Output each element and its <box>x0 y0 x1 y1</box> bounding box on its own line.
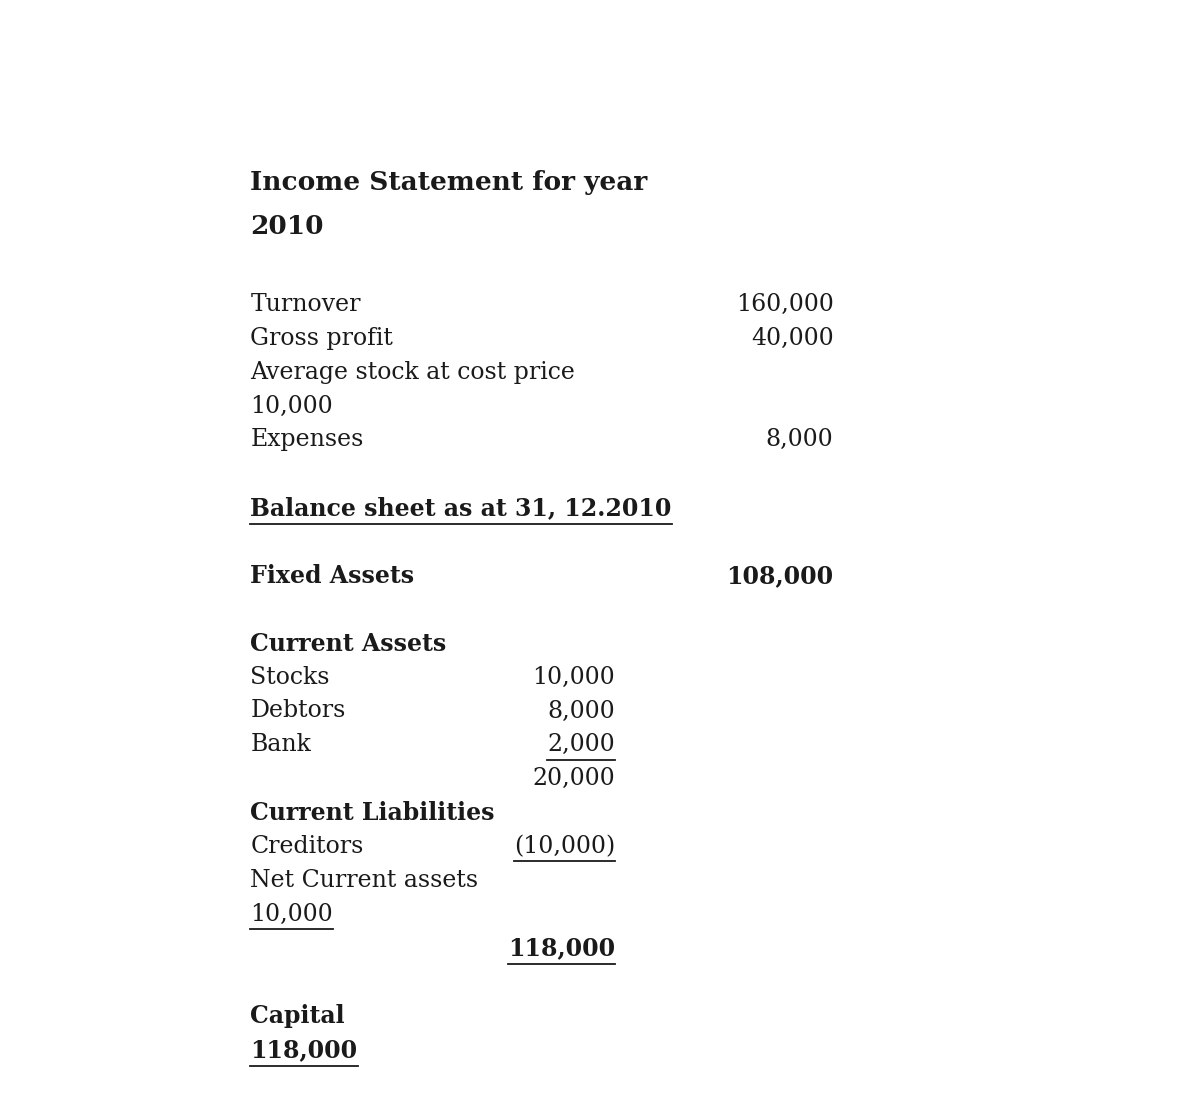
Text: 10,000: 10,000 <box>533 666 616 689</box>
Text: 20,000: 20,000 <box>533 768 616 790</box>
Text: Stocks: Stocks <box>251 666 330 689</box>
Text: 2010: 2010 <box>251 214 324 239</box>
Text: Debtors: Debtors <box>251 700 346 723</box>
Text: Gross profit: Gross profit <box>251 327 394 350</box>
Text: 10,000: 10,000 <box>251 395 334 418</box>
Text: Creditors: Creditors <box>251 835 364 858</box>
Text: 10,000: 10,000 <box>251 903 334 926</box>
Text: 118,000: 118,000 <box>508 937 616 960</box>
Text: 8,000: 8,000 <box>547 700 616 723</box>
Text: Net Current assets: Net Current assets <box>251 869 479 892</box>
Text: 8,000: 8,000 <box>766 429 834 451</box>
Text: Income Statement for year: Income Statement for year <box>251 170 648 195</box>
Text: 108,000: 108,000 <box>726 564 834 589</box>
Text: Turnover: Turnover <box>251 293 361 316</box>
Text: Bank: Bank <box>251 734 311 757</box>
Text: Current Liabilities: Current Liabilities <box>251 801 494 825</box>
Text: 40,000: 40,000 <box>751 327 834 350</box>
Text: Fixed Assets: Fixed Assets <box>251 564 414 589</box>
Text: 160,000: 160,000 <box>736 293 834 316</box>
Text: (10,000): (10,000) <box>514 835 616 858</box>
Text: Capital: Capital <box>251 1004 346 1028</box>
Text: 118,000: 118,000 <box>251 1038 358 1063</box>
Text: Expenses: Expenses <box>251 429 364 451</box>
Text: 2,000: 2,000 <box>547 734 616 757</box>
Text: Average stock at cost price: Average stock at cost price <box>251 361 575 384</box>
Text: Balance sheet as at 31, 12.2010: Balance sheet as at 31, 12.2010 <box>251 496 672 520</box>
Text: Current Assets: Current Assets <box>251 631 446 656</box>
